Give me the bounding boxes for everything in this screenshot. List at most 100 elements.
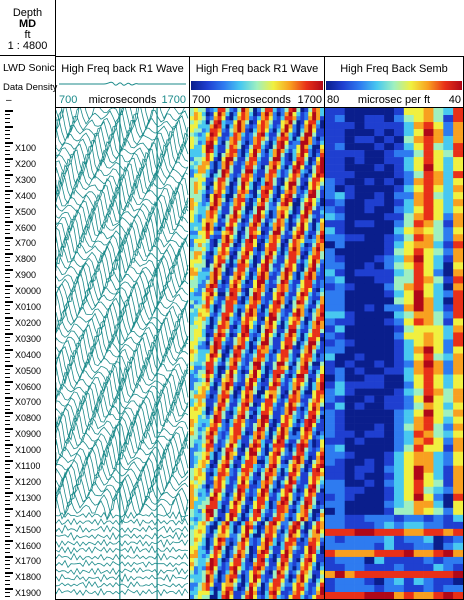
- vd-cell: [272, 279, 277, 285]
- vd-cell: [209, 447, 214, 452]
- vd-cell: [221, 418, 226, 424]
- vd-cell: [229, 525, 234, 530]
- vd-cell: [276, 586, 281, 592]
- vd-cell: [296, 365, 301, 371]
- vd-cell: [245, 165, 250, 170]
- semb-cell: [433, 346, 444, 354]
- vd-cell: [209, 320, 214, 326]
- vd-cell: [190, 533, 195, 538]
- semb-cell: [364, 458, 375, 467]
- vd-cell: [253, 341, 258, 346]
- vd-cell: [284, 132, 289, 137]
- vd-cell: [237, 537, 242, 543]
- vd-cell: [320, 177, 324, 182]
- depth-label: X600: [15, 222, 37, 233]
- vd-cell: [276, 472, 281, 477]
- vd-cell: [225, 423, 230, 428]
- vd-cell: [237, 165, 242, 170]
- vd-cell: [312, 357, 317, 362]
- vd-cell: [260, 238, 266, 244]
- vd-cell: [225, 414, 230, 420]
- vd-cell: [253, 472, 258, 477]
- vd-cell: [260, 521, 266, 526]
- vd-cell: [217, 394, 222, 399]
- vd-cell: [312, 488, 317, 493]
- vd-cell: [257, 259, 262, 264]
- vd-cell: [241, 283, 246, 289]
- vd-cell: [197, 132, 203, 137]
- vd-cell: [201, 202, 207, 207]
- vd-cell: [221, 500, 226, 506]
- vd-cell: [308, 361, 313, 367]
- vd-cell: [233, 447, 238, 452]
- vd-cell: [193, 410, 199, 416]
- vd-cell: [245, 320, 250, 326]
- vd-cell: [209, 513, 214, 518]
- vd-cell: [300, 275, 305, 281]
- vd-cell: [300, 341, 305, 346]
- vd-cell: [237, 533, 242, 538]
- vd-cell: [268, 108, 274, 113]
- semb-cell: [384, 290, 395, 298]
- vd-cell: [197, 333, 203, 338]
- vd-cell: [217, 504, 222, 510]
- vd-cell: [296, 500, 301, 506]
- vd-cell: [288, 439, 293, 444]
- vd-cell: [308, 275, 313, 281]
- vd-cell: [197, 594, 203, 599]
- vd-cell: [209, 132, 214, 137]
- semb-cell: [374, 150, 385, 158]
- vd-cell: [241, 439, 246, 444]
- vd-cell: [193, 472, 199, 477]
- semb-cell: [364, 353, 375, 361]
- vd-cell: [205, 386, 210, 391]
- semb-cell: [443, 311, 454, 319]
- vd-cell: [280, 353, 285, 358]
- vd-cell: [201, 120, 207, 125]
- semb-cell: [344, 192, 355, 200]
- vd-cell: [245, 468, 250, 473]
- vd-cell: [276, 463, 281, 469]
- vd-cell: [280, 423, 285, 428]
- vd-cell: [304, 451, 309, 457]
- semb-cell: [443, 269, 454, 277]
- vd-cell: [253, 202, 258, 207]
- semb-cell: [413, 395, 424, 403]
- vd-cell: [197, 226, 203, 232]
- vd-cell: [205, 517, 210, 522]
- vd-cell: [190, 513, 195, 518]
- vd-cell: [249, 504, 254, 510]
- vd-cell: [320, 181, 324, 187]
- vd-cell: [316, 361, 321, 367]
- semb-cell: [394, 465, 405, 474]
- depth-tick: [5, 157, 13, 160]
- vd-cell: [193, 590, 199, 596]
- vd-cell: [308, 558, 313, 563]
- vd-cell: [257, 341, 262, 346]
- vd-cell: [268, 447, 274, 452]
- vd-cell: [300, 259, 305, 264]
- vd-cell: [257, 402, 262, 407]
- vd-cell: [292, 463, 297, 469]
- vd-cell: [268, 353, 274, 358]
- vd-cell: [229, 218, 234, 223]
- vd-cell: [296, 447, 301, 452]
- semb-cell: [403, 143, 415, 151]
- vd-cell: [253, 312, 258, 317]
- vd-cell: [264, 586, 270, 592]
- vd-cell: [292, 594, 297, 599]
- vd-cell: [213, 492, 218, 498]
- semb-cell: [344, 437, 355, 445]
- vd-cell: [284, 500, 289, 506]
- vd-cell: [245, 402, 250, 407]
- vd-cell: [249, 394, 254, 399]
- vd-cell: [300, 594, 305, 599]
- vd-cell: [241, 402, 246, 407]
- vd-cell: [217, 173, 222, 178]
- vd-cell: [193, 443, 199, 448]
- vd-cell: [264, 427, 270, 432]
- vd-cell: [296, 513, 301, 518]
- vd-cell: [237, 386, 242, 391]
- vd-cell: [288, 423, 293, 428]
- vd-cell: [237, 320, 242, 326]
